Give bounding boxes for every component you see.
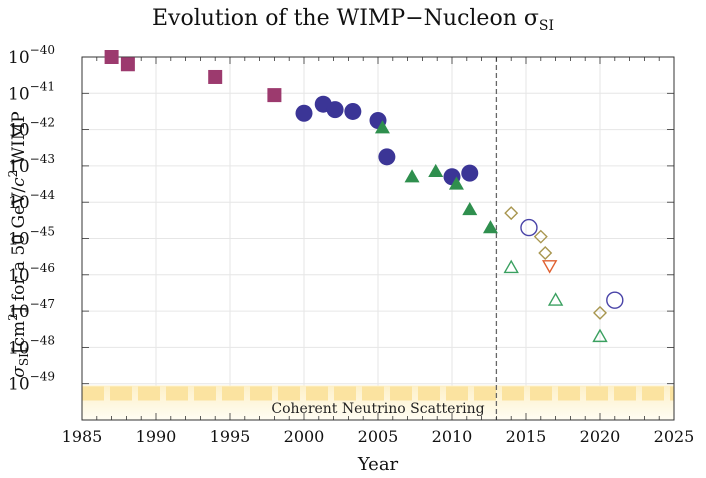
y-tick-exponent: −48 <box>30 333 55 347</box>
y-tick-label: 10−42 <box>8 116 55 141</box>
y-tick-exponent: −44 <box>30 188 56 202</box>
y-tick-base: 10 <box>8 230 30 250</box>
data-point <box>520 218 538 237</box>
x-tick-labels: 1985 1990 1995 2000 2005 2010 2015 2020 2025 <box>62 427 695 446</box>
x-tick-label: 1985 <box>62 427 103 446</box>
y-tick-exponent: −42 <box>30 116 55 130</box>
y-axis-label-part: SI <box>17 353 31 366</box>
y-axis-label: σSI[cm2] for a 50 GeV/c2 WIMP <box>6 111 31 377</box>
y-tick-exponent: −40 <box>30 43 55 57</box>
x-axis-label: Year <box>357 454 399 475</box>
x-tick-label: 1990 <box>136 427 177 446</box>
data-point <box>461 164 479 182</box>
y-tick-base: 10 <box>8 302 30 322</box>
data-point <box>208 69 223 84</box>
data-point <box>503 259 519 274</box>
y-tick-base: 10 <box>8 266 30 286</box>
y-tick-labels: 10−4010−4110−4210−4310−4410−4510−4610−47… <box>8 43 55 395</box>
x-tick-label: 2015 <box>506 427 547 446</box>
data-point <box>428 163 444 177</box>
data-point <box>404 169 420 183</box>
y-axis-label-part: WIMP <box>9 111 29 169</box>
data-points <box>104 50 624 343</box>
y-tick-exponent: −49 <box>30 370 55 384</box>
y-tick-base: 10 <box>8 121 30 141</box>
data-point <box>378 148 396 166</box>
y-axis-label-part: 2 <box>6 170 20 178</box>
data-point <box>606 291 624 309</box>
y-tick-label: 10−48 <box>8 333 55 358</box>
y-tick-exponent: −41 <box>30 79 55 93</box>
data-point <box>533 229 548 244</box>
data-point <box>538 246 553 261</box>
x-tick-label: 1995 <box>210 427 251 446</box>
y-axis-label-part: σ <box>9 366 29 378</box>
data-point <box>326 101 344 119</box>
y-tick-label: 10−47 <box>8 297 55 322</box>
y-tick-exponent: −47 <box>30 297 55 311</box>
neutrino-band-label: Coherent Neutrino Scattering <box>271 401 484 417</box>
data-point <box>547 292 564 306</box>
y-tick-base: 10 <box>8 84 30 104</box>
y-tick-exponent: −43 <box>30 152 55 166</box>
data-point <box>462 201 478 216</box>
data-point <box>541 260 558 274</box>
x-tick-label: 2025 <box>654 427 695 446</box>
y-axis-label-part: ] for a 50 GeV/ <box>9 187 29 314</box>
data-point <box>344 102 362 120</box>
y-tick-exponent: −46 <box>30 261 55 275</box>
y-tick-label: 10−45 <box>8 225 55 250</box>
y-tick-label: 10−49 <box>8 370 55 395</box>
data-point <box>592 328 608 343</box>
data-point <box>482 220 498 234</box>
x-tick-label: 2005 <box>358 427 399 446</box>
y-tick-label: 10−43 <box>8 152 55 177</box>
data-point <box>120 57 135 72</box>
data-point <box>448 176 464 190</box>
y-tick-base: 10 <box>8 375 30 395</box>
chart-title-subscript: SI <box>539 18 554 34</box>
data-point <box>374 120 390 134</box>
chart-title-text: Evolution of the WIMP−Nucleon σSI <box>152 6 554 34</box>
x-tick-label: 2020 <box>580 427 621 446</box>
y-axis-label-part: 2 <box>6 313 20 321</box>
plot-frame <box>81 56 675 421</box>
neutrino-band: Coherent Neutrino Scattering <box>82 385 674 420</box>
data-point <box>593 305 607 320</box>
data-point <box>267 88 282 103</box>
y-tick-label: 10−41 <box>8 79 55 104</box>
y-tick-label: 10−46 <box>8 261 55 286</box>
y-tick-exponent: −45 <box>30 225 55 239</box>
y-tick-base: 10 <box>8 338 30 358</box>
data-point <box>104 50 119 64</box>
y-axis-label-part: [cm <box>9 321 29 353</box>
y-tick-base: 10 <box>8 193 30 213</box>
x-tick-label: 2010 <box>432 427 473 446</box>
chart-title: Evolution of the WIMP−Nucleon σSI <box>152 6 554 34</box>
x-tick-label: 2000 <box>284 427 325 446</box>
y-tick-base: 10 <box>8 48 30 68</box>
y-axis-label-part: c <box>9 177 29 187</box>
y-tick-base: 10 <box>8 157 30 177</box>
data-point <box>295 104 313 122</box>
y-tick-label: 10−44 <box>8 188 55 213</box>
y-tick-label: 10−40 <box>8 43 55 68</box>
gridlines <box>81 56 675 420</box>
data-point <box>504 206 519 221</box>
